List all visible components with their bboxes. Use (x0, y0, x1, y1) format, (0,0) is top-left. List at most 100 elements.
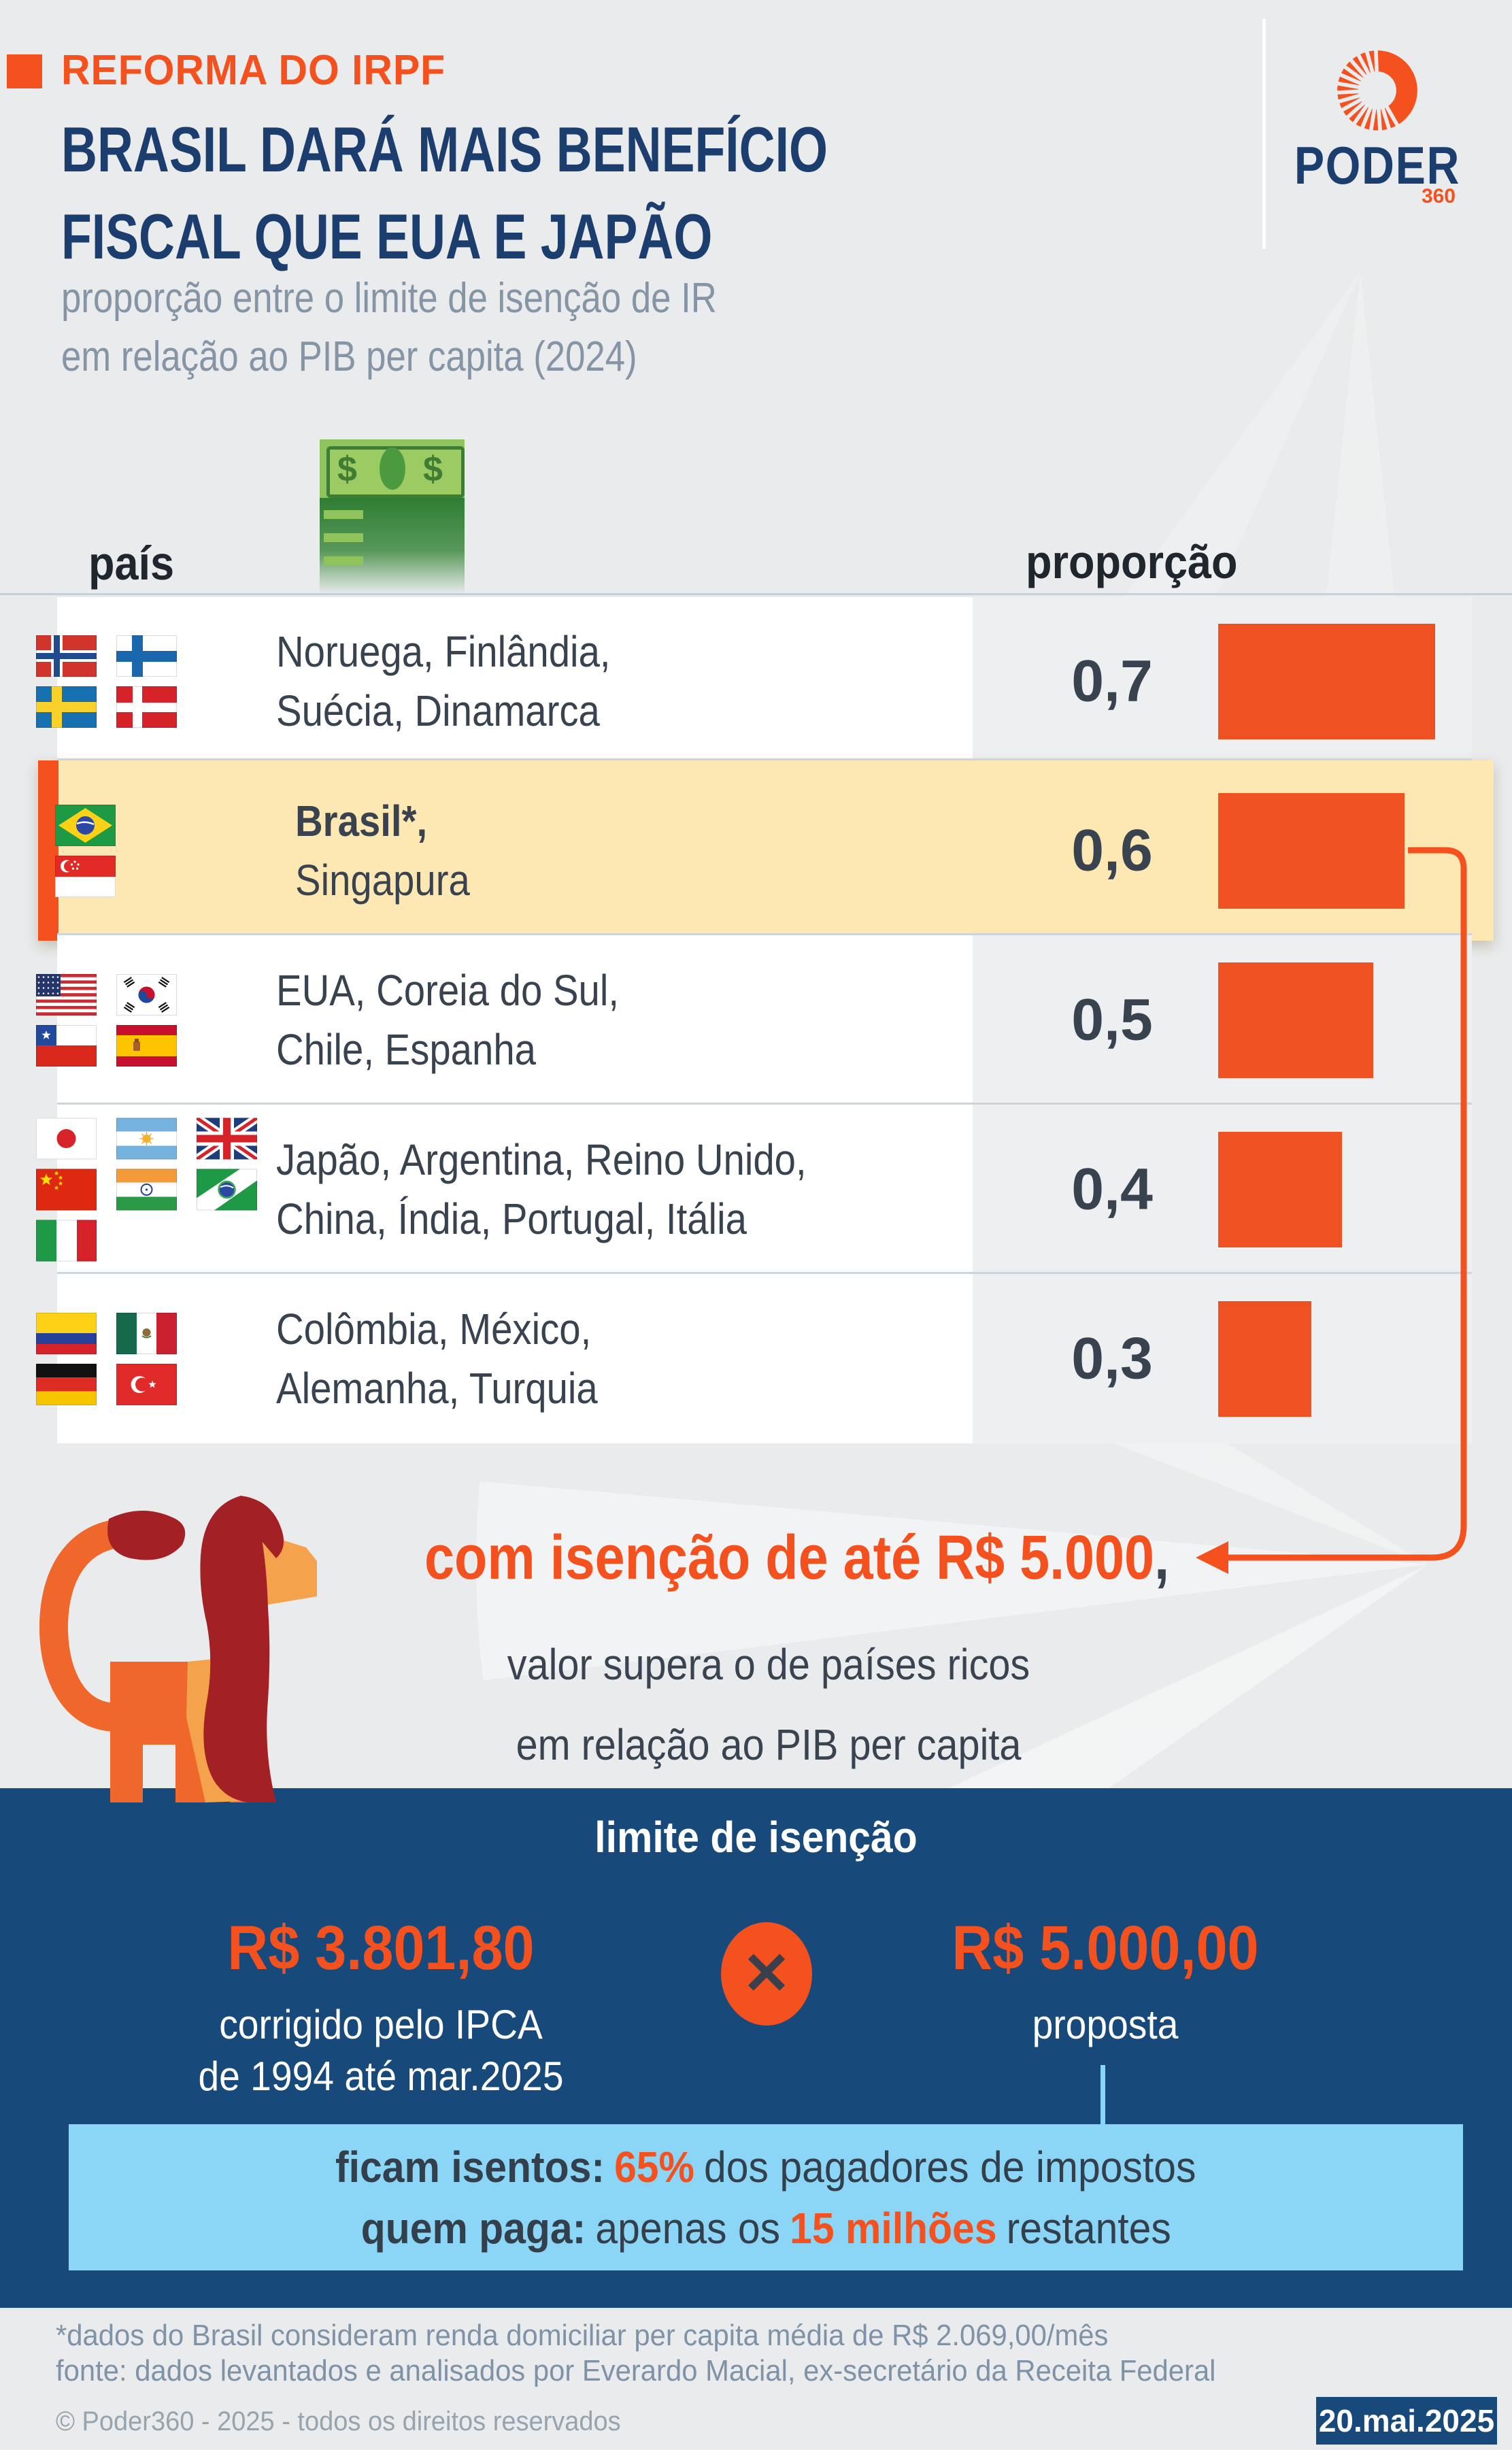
lion-illustration (39, 1496, 317, 1802)
country-names-line2: Alemanha, Turquia (276, 1363, 598, 1413)
footnote-line2: fonte: dados levantados e analisados por… (56, 2354, 1216, 2387)
country-names-line1: Colômbia, México, (276, 1304, 592, 1354)
country-names: Brasil*, Singapura (295, 792, 494, 910)
country-names-line2: China, Índia, Portugal, Itália (276, 1194, 747, 1243)
country-names-line2: Singapura (295, 855, 470, 905)
country-row: Colômbia, México, Alemanha, Turquia 0,3 (0, 1272, 1512, 1443)
flag-usa (36, 973, 97, 1016)
row-divider (57, 1272, 1472, 1274)
flag-norway (36, 635, 97, 677)
poder360-logo: PODER (1294, 135, 1461, 195)
ratio-value: 0,3 (1071, 1326, 1153, 1391)
flag-germany (36, 1363, 97, 1405)
ratio-value: 0,6 (1071, 818, 1153, 883)
callout-subtext: valor supera o de países ricos em relaçã… (420, 1624, 1118, 1785)
country-names-line1: Japão, Argentina, Reino Unido, (276, 1135, 807, 1184)
flag-singapore (55, 855, 116, 897)
flag-south-korea (116, 973, 177, 1016)
subtitle-line2: em relação ao PIB per capita (2024) (61, 333, 637, 380)
callout-line3: em relação ao PIB per capita (516, 1720, 1022, 1769)
country-row: Noruega, Finlândia, Suécia, Dinamarca 0,… (0, 597, 1512, 766)
callout-comma: , (1154, 1523, 1170, 1592)
flag-spain (116, 1024, 177, 1067)
footnotes: *dados do Brasil consideram renda domici… (56, 2318, 1215, 2389)
country-names-line1: EUA, Coreia do Sul, (276, 965, 619, 1015)
header-divider (0, 593, 1512, 595)
column-header-ratio: proporção (1026, 535, 1238, 588)
flag-argentina (116, 1118, 177, 1159)
flag-turkey (116, 1363, 177, 1405)
current-limit: R$ 3.801,80 corrigido pelo IPCA de 1994 … (156, 1913, 605, 2102)
country-names: EUA, Coreia do Sul, Chile, Espanha (276, 961, 666, 1079)
country-card (57, 597, 973, 766)
exemption-line2: quem paga: apenas os 15 milhões restantes (360, 2203, 1171, 2253)
ratio-value: 0,7 (1071, 648, 1153, 714)
sunburst-icon (1334, 48, 1417, 133)
callout-line2: valor supera o de países ricos (507, 1640, 1030, 1689)
flag-india (116, 1169, 177, 1210)
money-stack-icon: $ $ (320, 439, 465, 594)
callout-highlight: com isenção de até R$ 5.000, (424, 1522, 1169, 1594)
ratio-bar (1218, 624, 1435, 739)
country-row: Japão, Argentina, Reino Unido, China, Ín… (0, 1103, 1512, 1274)
subtitle-line1: proporção entre o limite de isenção de I… (61, 275, 717, 322)
logo-divider (1262, 19, 1266, 249)
country-names-line1: Brasil*, (295, 796, 428, 845)
poder360-logo-360: 360 (1421, 185, 1456, 207)
ratio-bar (1218, 962, 1373, 1078)
footnote-line1: *dados do Brasil consideram renda domici… (56, 2319, 1109, 2352)
proposed-limit: R$ 5.000,00 proposta (915, 1913, 1296, 2051)
row-divider (57, 758, 1472, 760)
country-card (57, 1274, 973, 1443)
ratio-bar (1218, 1131, 1342, 1247)
flag-colombia (36, 1312, 97, 1354)
kicker-square (7, 54, 42, 88)
flag-sweden (36, 686, 97, 728)
exemption-box: ficam isentos: 65% dos pagadores de impost… (69, 2124, 1463, 2270)
country-names-line2: Suécia, Dinamarca (276, 686, 600, 735)
title-line2: FISCAL QUE EUA E JAPÃO (61, 201, 713, 272)
flag-japan (36, 1118, 97, 1159)
title-line1: BRASIL DARÁ MAIS BENEFÍCIO (61, 114, 828, 185)
copyright: © Poder360 - 2025 - todos os direitos re… (56, 2406, 621, 2436)
kicker: REFORMA DO IRPF (61, 47, 446, 94)
limit-title: limite de isenção (594, 1813, 918, 1862)
country-row: EUA, Coreia do Sul, Chile, Espanha 0,5 (0, 933, 1512, 1105)
country-flags (36, 973, 177, 1067)
x-icon: ✕ (721, 1922, 812, 2026)
country-names: Japão, Argentina, Reino Unido, China, Ín… (276, 1130, 879, 1249)
column-header-country: país (88, 537, 175, 590)
date-badge: 20.mai.2025 (1316, 2397, 1497, 2445)
country-flags (36, 635, 177, 728)
country-names-line2: Chile, Espanha (276, 1024, 536, 1074)
ratio-value: 0,5 (1071, 987, 1153, 1052)
row-divider (57, 1103, 1472, 1105)
current-limit-desc: corrigido pelo IPCA de 1994 até mar.2025 (198, 2002, 564, 2099)
current-limit-value: R$ 3.801,80 (227, 1913, 535, 1983)
flag-chile (36, 1024, 97, 1067)
flag-uk (194, 1113, 260, 1163)
country-names: Noruega, Finlândia, Suécia, Dinamarca (276, 622, 656, 741)
callout-orange-text: com isenção de até R$ 5.000 (424, 1523, 1155, 1592)
flag-finland (116, 635, 177, 677)
flag-denmark (116, 686, 177, 728)
flag-mexico (116, 1312, 177, 1354)
proposed-limit-desc: proposta (1032, 2002, 1179, 2047)
country-card (57, 935, 973, 1105)
flag-china (36, 1169, 97, 1210)
country-names-line1: Noruega, Finlândia, (276, 627, 611, 676)
page-subtitle: proporção entre o limite de isenção de I… (61, 269, 717, 386)
country-row: Brasil*, Singapura 0,6 (0, 758, 1512, 941)
country-names: Colômbia, México, Alemanha, Turquia (276, 1300, 641, 1418)
ratio-value: 0,4 (1071, 1156, 1153, 1222)
flag-italy (36, 1220, 97, 1261)
flag-brazil (55, 804, 116, 846)
connector-line (1101, 2065, 1105, 2126)
exemption-line1: ficam isentos: 65% dos pagadores de impost… (335, 2142, 1196, 2192)
country-flags (36, 1113, 260, 1261)
proposed-limit-value: R$ 5.000,00 (952, 1913, 1259, 1983)
date-text: 20.mai.2025 (1318, 2403, 1495, 2438)
flag-portugal (197, 1169, 257, 1210)
highlight-accent-bar (38, 760, 58, 941)
